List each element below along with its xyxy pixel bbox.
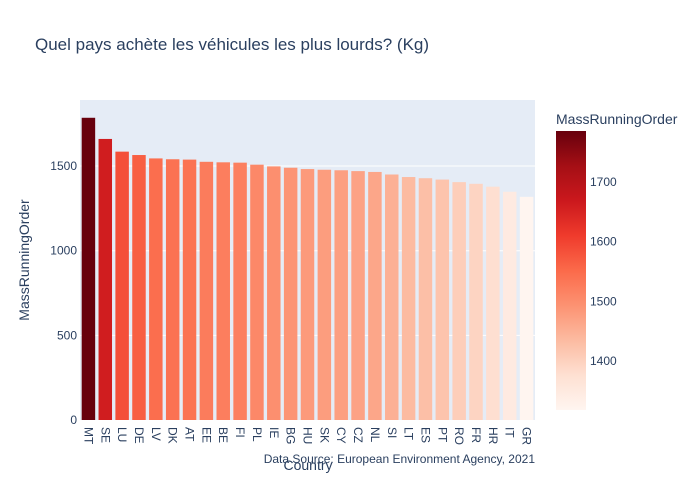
colorbar-tick-label: 1500: [590, 294, 617, 308]
bar-bg: [283, 167, 298, 420]
x-tick-label: PL: [250, 427, 264, 442]
bar-at: [182, 159, 197, 420]
x-tick-label: EE: [199, 427, 213, 443]
y-tick-label: 1500: [50, 159, 77, 173]
bar-sk: [317, 169, 332, 420]
colorbar-ticks: 1400 1500 1600 1700: [590, 175, 617, 368]
bar-it: [502, 191, 517, 420]
bar-gr: [519, 196, 534, 420]
x-tick-label: BG: [284, 427, 298, 444]
x-tick-label: LT: [402, 427, 416, 441]
x-tick-label: RO: [452, 427, 466, 445]
x-tick-label: HU: [301, 427, 315, 444]
bar-de: [132, 155, 146, 420]
bar-ie: [267, 166, 281, 420]
colorbar-tick-label: 1400: [590, 354, 617, 368]
bar-lt: [401, 177, 416, 420]
x-tick-label: AT: [183, 427, 197, 442]
bars: [81, 117, 534, 421]
y-tick-label: 1000: [50, 244, 77, 258]
bar-hr: [486, 186, 500, 420]
y-axis-title: MassRunningOrder: [16, 199, 32, 321]
x-tick-label: MT: [81, 427, 95, 445]
bar-pt: [435, 179, 450, 420]
colorbar-title: MassRunningOrder: [556, 111, 678, 127]
bar-cy: [334, 170, 348, 420]
y-tick-label: 500: [57, 328, 77, 342]
x-tick-label: DE: [132, 427, 146, 444]
x-tick-label: FI: [233, 427, 247, 438]
x-tick-label: DK: [166, 427, 180, 444]
x-tick-label: ES: [418, 427, 432, 443]
x-tick-label: IT: [503, 427, 517, 438]
bar-fr: [469, 183, 483, 420]
bar-pl: [250, 164, 264, 420]
bar-mt: [81, 117, 96, 421]
x-tick-label: FR: [469, 427, 483, 443]
x-axis-title: Country: [283, 457, 332, 473]
bar-si: [385, 174, 399, 420]
bar-ro: [452, 182, 466, 420]
bar-ee: [199, 161, 214, 420]
bar-hu: [300, 169, 315, 420]
bar-es: [418, 178, 433, 420]
x-tick-label: HR: [486, 427, 500, 445]
bar-se: [98, 138, 113, 420]
colorbar-tick-label: 1700: [590, 175, 617, 189]
x-tick-label: PT: [435, 427, 449, 443]
x-tick-label: LV: [149, 427, 163, 441]
bar-nl: [368, 171, 382, 420]
x-tick-label: LU: [115, 427, 129, 442]
x-tick-label: CY: [334, 427, 348, 444]
bar-lu: [115, 151, 129, 421]
x-axis-ticks: MT SE LU DE LV DK AT EE BE FI PL IE BG HU SK CY CZ NL SI LT…: [81, 427, 533, 445]
bar-dk: [165, 159, 180, 420]
x-tick-label: NL: [368, 427, 382, 443]
x-tick-label: SE: [98, 427, 112, 443]
colorbar-tick-label: 1600: [590, 235, 617, 249]
x-tick-label: SI: [385, 427, 399, 438]
bar-fi: [233, 162, 247, 420]
x-tick-label: IE: [267, 427, 281, 438]
bar-cz: [351, 171, 365, 420]
data-source-annotation: Data Source: European Environment Agency…: [264, 452, 536, 466]
bar-be: [216, 162, 230, 420]
x-tick-label: SK: [317, 427, 331, 443]
bar-lv: [149, 158, 163, 420]
x-tick-label: CZ: [351, 427, 365, 443]
y-tick-label: 0: [70, 413, 77, 427]
colorbar: [556, 131, 586, 410]
x-tick-label: GR: [520, 427, 534, 445]
y-axis-ticks: 0 500 1000 1500: [50, 159, 77, 427]
x-tick-label: BE: [216, 427, 230, 443]
chart-title: Quel pays achète les véhicules les plus …: [35, 35, 429, 54]
